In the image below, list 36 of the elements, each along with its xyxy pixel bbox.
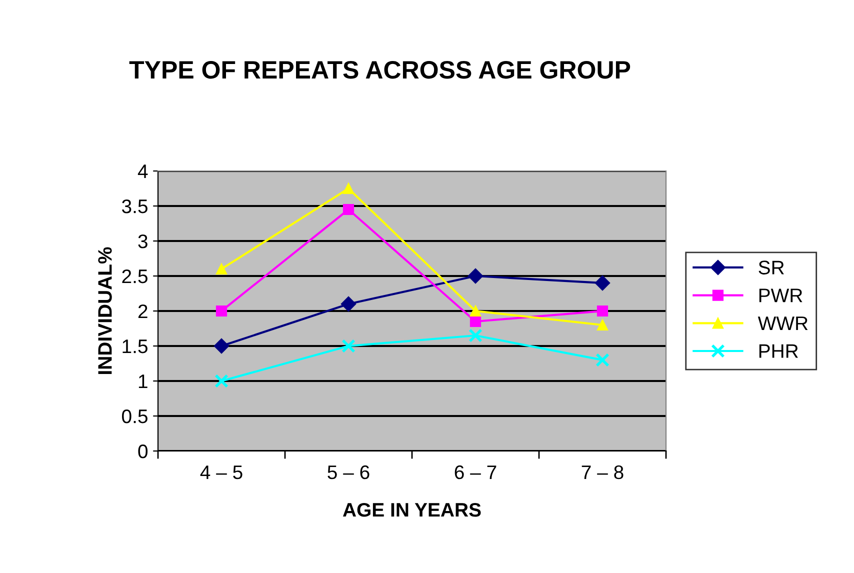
y-tick-label: 4 bbox=[138, 164, 148, 178]
point bbox=[342, 339, 356, 353]
point bbox=[470, 316, 482, 328]
point bbox=[468, 268, 484, 284]
y-tick-label: 0 bbox=[138, 444, 148, 458]
point bbox=[596, 305, 608, 317]
point bbox=[342, 182, 354, 194]
y-tick-label: 2.5 bbox=[122, 269, 148, 284]
chart-title: TYPE OF REPEATS ACROSS AGE GROUP bbox=[129, 61, 630, 79]
point bbox=[214, 374, 228, 388]
point bbox=[596, 319, 608, 331]
y-axis-title: INDIVIDUAL% bbox=[98, 247, 112, 374]
x-tick-label: 6 – 7 bbox=[454, 465, 496, 480]
legend-label: SR bbox=[758, 260, 784, 274]
x-tick-label: 4 – 5 bbox=[200, 466, 242, 480]
legend-label: PWR bbox=[759, 288, 802, 302]
point bbox=[216, 263, 228, 275]
y-tick-label: 1.5 bbox=[122, 340, 148, 354]
x-tick-label: 5 – 6 bbox=[328, 465, 370, 480]
point bbox=[342, 204, 354, 216]
point bbox=[596, 353, 610, 367]
y-tick-label: 1 bbox=[138, 374, 148, 388]
point bbox=[216, 305, 228, 317]
point bbox=[214, 338, 230, 354]
legend-label: PHR bbox=[759, 344, 798, 358]
y-tick-label: 3 bbox=[138, 234, 148, 248]
y-tick-label: 3.5 bbox=[122, 199, 148, 214]
y-tick-label: 0.5 bbox=[122, 409, 148, 424]
point bbox=[470, 305, 482, 317]
y-tick-label: 2 bbox=[138, 304, 148, 318]
x-axis-title: AGE IN YEARS bbox=[342, 502, 481, 517]
point bbox=[468, 328, 482, 342]
point bbox=[340, 296, 356, 312]
legend-label: WWR bbox=[758, 316, 808, 330]
x-tick-label: 7 – 8 bbox=[582, 465, 624, 480]
point bbox=[594, 275, 610, 291]
